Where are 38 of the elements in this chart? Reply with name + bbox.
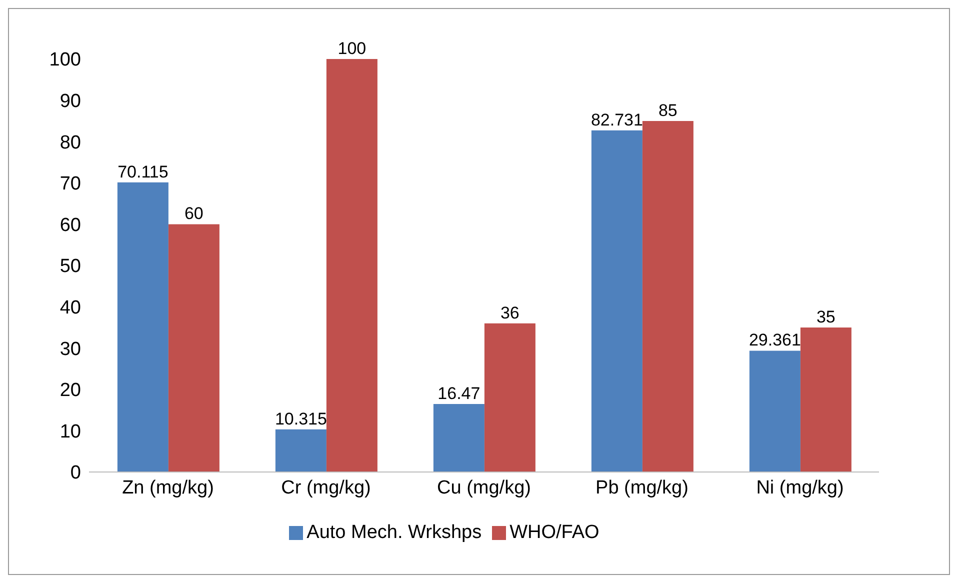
legend-label: WHO/FAO — [510, 522, 600, 543]
y-tick-label: 30 — [60, 338, 81, 360]
y-tick-label: 90 — [60, 91, 81, 112]
x-tick-label: Ni (mg/kg) — [756, 477, 844, 498]
data-label: 35 — [816, 307, 836, 326]
y-tick-label: 50 — [60, 256, 81, 278]
data-label: 10.315 — [274, 409, 327, 428]
bar — [749, 350, 800, 472]
bar — [642, 120, 694, 472]
y-tick-label: 10 — [60, 421, 81, 442]
y-tick-label: 40 — [60, 298, 81, 319]
bar — [591, 130, 642, 472]
bar — [326, 59, 378, 472]
x-tick-label: Pb (mg/kg) — [596, 477, 688, 498]
y-tick-label: 20 — [60, 380, 81, 402]
data-label: 16.47 — [438, 384, 480, 403]
y-tick-label: 60 — [60, 214, 81, 236]
bar — [433, 404, 484, 472]
x-tick-label: Cu (mg/kg) — [437, 477, 531, 498]
data-label: 60 — [184, 204, 204, 224]
data-label: 29.361 — [748, 330, 801, 350]
data-label: 70.115 — [118, 162, 168, 182]
y-tick-label: 80 — [60, 132, 81, 154]
data-label: 85 — [658, 100, 678, 120]
bar — [800, 327, 852, 472]
bar — [168, 224, 220, 472]
y-tick-label: 70 — [60, 174, 81, 195]
data-label: 82.731 — [590, 110, 643, 130]
bar — [275, 429, 326, 472]
x-tick-label: Zn (mg/kg) — [122, 477, 214, 498]
bar — [117, 182, 168, 472]
y-tick-label: 100 — [49, 50, 81, 71]
bar — [484, 323, 536, 472]
data-label: 36 — [500, 303, 520, 322]
data-label: 100 — [338, 39, 366, 58]
x-tick-label: Cr (mg/kg) — [281, 477, 371, 498]
legend-label: Auto Mech. Wrkshps — [306, 522, 482, 543]
y-tick-label: 0 — [70, 462, 81, 484]
